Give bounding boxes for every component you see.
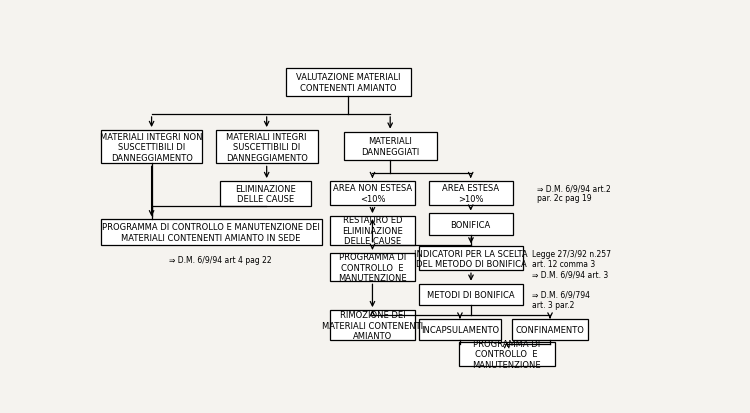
FancyBboxPatch shape [330, 182, 415, 205]
FancyBboxPatch shape [419, 319, 501, 341]
Text: PROGRAMMA DI CONTROLLO E MANUTENZIONE DEI
MATERIALI CONTENENTI AMIANTO IN SEDE: PROGRAMMA DI CONTROLLO E MANUTENZIONE DE… [102, 223, 320, 242]
Text: AREA NON ESTESA
<10%: AREA NON ESTESA <10% [333, 184, 412, 203]
FancyBboxPatch shape [419, 247, 523, 271]
Text: INDICATORI PER LA SCELTA
DEL METODO DI BONIFICA: INDICATORI PER LA SCELTA DEL METODO DI B… [414, 249, 528, 268]
Text: RIMOZIONE DEI
MATERIALI CONTENENTI
AMIANTO: RIMOZIONE DEI MATERIALI CONTENENTI AMIAN… [322, 311, 423, 340]
Text: AREA ESTESA
>10%: AREA ESTESA >10% [442, 184, 500, 203]
FancyBboxPatch shape [100, 131, 202, 164]
FancyBboxPatch shape [330, 216, 415, 245]
FancyBboxPatch shape [419, 284, 523, 306]
Text: Legge 27/3/92 n.257
art. 12 comma 3
⇒ D.M. 6/9/94 art. 3: Legge 27/3/92 n.257 art. 12 comma 3 ⇒ D.… [532, 249, 611, 279]
Text: PROGRAMMA DI
CONTROLLO  E
MANUTENZIONE: PROGRAMMA DI CONTROLLO E MANUTENZIONE [338, 252, 406, 282]
FancyBboxPatch shape [428, 182, 513, 205]
Text: ELIMINAZIONE
DELLE CAUSE: ELIMINAZIONE DELLE CAUSE [236, 185, 296, 204]
Text: METODI DI BONIFICA: METODI DI BONIFICA [427, 290, 514, 299]
FancyBboxPatch shape [216, 131, 317, 164]
Text: ⇒ D.M. 6/9/94 art 4 pag 22: ⇒ D.M. 6/9/94 art 4 pag 22 [170, 255, 272, 264]
Text: MATERIALI INTEGRI NON
SUSCETTIBILI DI
DANNEGGIAMENTO: MATERIALI INTEGRI NON SUSCETTIBILI DI DA… [100, 133, 202, 162]
FancyBboxPatch shape [330, 253, 415, 282]
Text: VALUTAZIONE MATERIALI
CONTENENTI AMIANTO: VALUTAZIONE MATERIALI CONTENENTI AMIANTO [296, 73, 400, 93]
Text: ⇒ D.M. 6/9/94 art.2
par. 2c pag 19: ⇒ D.M. 6/9/94 art.2 par. 2c pag 19 [537, 184, 611, 203]
Text: BONIFICA: BONIFICA [451, 220, 491, 229]
FancyBboxPatch shape [330, 310, 415, 341]
Text: MATERIALI INTEGRI
SUSCETTIBILI DI
DANNEGGIAMENTO: MATERIALI INTEGRI SUSCETTIBILI DI DANNEG… [226, 133, 308, 162]
Text: CONFINAMENTO: CONFINAMENTO [515, 325, 584, 334]
Text: INCAPSULAMENTO: INCAPSULAMENTO [421, 325, 499, 334]
FancyBboxPatch shape [428, 214, 513, 235]
FancyBboxPatch shape [220, 182, 310, 207]
FancyBboxPatch shape [344, 132, 436, 161]
FancyBboxPatch shape [512, 319, 588, 341]
Text: RESTAURO ED
ELIMINAZIONE
DELLE CAUSE: RESTAURO ED ELIMINAZIONE DELLE CAUSE [342, 216, 403, 246]
Text: PROGRAMMA DI
CONTROLLO  E
MANUTENZIONE: PROGRAMMA DI CONTROLLO E MANUTENZIONE [472, 339, 541, 369]
FancyBboxPatch shape [286, 69, 410, 97]
FancyBboxPatch shape [100, 220, 322, 245]
FancyBboxPatch shape [459, 342, 555, 366]
Text: MATERIALI
DANNEGGIATI: MATERIALI DANNEGGIATI [361, 137, 419, 156]
Text: ⇒ D.M. 6/9/794
art. 3 par.2: ⇒ D.M. 6/9/794 art. 3 par.2 [532, 290, 590, 309]
